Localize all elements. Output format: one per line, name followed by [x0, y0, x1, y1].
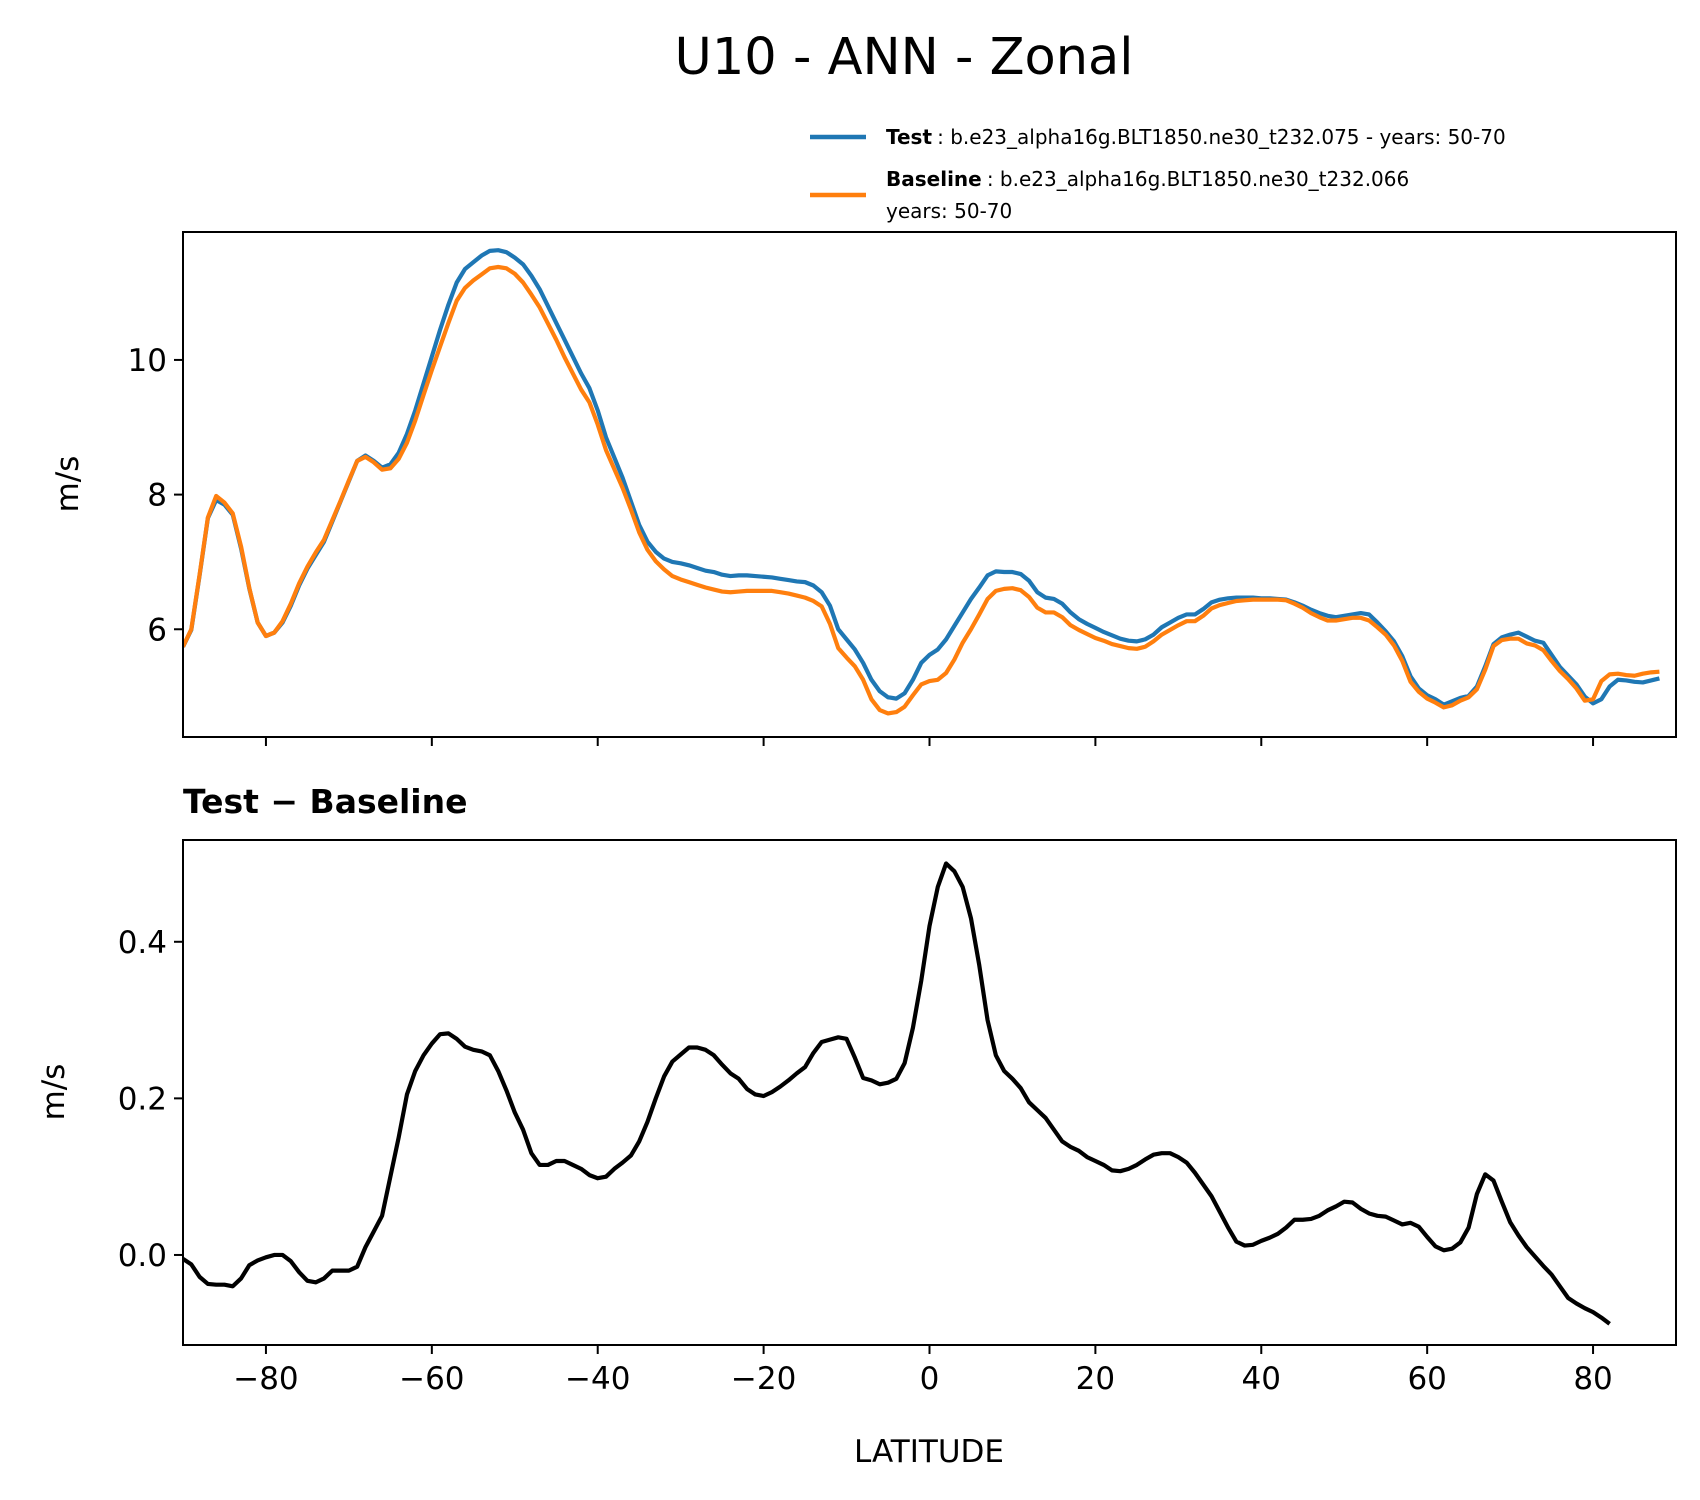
- x-tick-label: 60: [1407, 1361, 1446, 1397]
- top-y-tick-label: 8: [147, 478, 167, 514]
- bottom-y-axis-label: m/s: [36, 1064, 72, 1121]
- x-tick-label: −60: [399, 1361, 464, 1397]
- legend-baseline-desc: : b.e23_alpha16g.BLT1850.ne30_t232.066: [987, 167, 1409, 191]
- chart-title: U10 - ANN - Zonal: [675, 28, 1134, 87]
- x-tick-label: 0: [920, 1361, 940, 1397]
- bottom-panel-title: Test − Baseline: [183, 782, 468, 821]
- series-line-baseline: [183, 264, 1660, 716]
- bottom-y-tick-label: 0.2: [118, 1081, 167, 1117]
- x-tick-label: −20: [731, 1361, 796, 1397]
- series-line-diff: [183, 861, 1611, 1326]
- top-panel: 6 8 10 m/s: [50, 231, 1677, 746]
- x-tick-label: 40: [1242, 1361, 1281, 1397]
- top-series-lines: [183, 248, 1660, 716]
- bottom-panel: Test − Baseline 0.0 0.2 0.4 −80 −60 −40 −20 0 2…: [36, 782, 1677, 1470]
- bottom-series-lines: [183, 861, 1611, 1326]
- bottom-y-tick-label: 0.0: [118, 1238, 167, 1274]
- series-line-test: [183, 248, 1660, 707]
- x-tick-label: 20: [1076, 1361, 1115, 1397]
- top-x-ticks: [264, 737, 1595, 746]
- legend-test-name: Test: [886, 125, 932, 149]
- bottom-y-ticks: 0.0 0.2 0.4: [118, 925, 183, 1274]
- bottom-x-ticks: −80 −60 −40 −20 0 20 40 60 80: [233, 1345, 1613, 1397]
- top-y-tick-label: 6: [147, 612, 167, 648]
- top-y-ticks: 6 8 10: [128, 343, 183, 648]
- legend-test-desc: : b.e23_alpha16g.BLT1850.ne30_t232.075 -…: [937, 125, 1506, 149]
- legend-baseline-name: Baseline: [886, 167, 982, 191]
- x-axis-label: LATITUDE: [854, 1434, 1004, 1470]
- x-tick-label: 80: [1573, 1361, 1612, 1397]
- top-y-axis-label: m/s: [50, 456, 86, 513]
- x-tick-label: −80: [233, 1361, 298, 1397]
- bottom-y-tick-label: 0.4: [118, 925, 167, 961]
- legend-baseline-years: years: 50-70: [886, 199, 1012, 223]
- legend: Test : b.e23_alpha16g.BLT1850.ne30_t232.…: [810, 125, 1506, 223]
- top-y-tick-label: 10: [128, 343, 167, 379]
- x-tick-label: −40: [565, 1361, 630, 1397]
- legend-entry-baseline: Baseline : b.e23_alpha16g.BLT1850.ne30_t…: [886, 167, 1409, 191]
- legend-entry-test: Test : b.e23_alpha16g.BLT1850.ne30_t232.…: [886, 125, 1506, 149]
